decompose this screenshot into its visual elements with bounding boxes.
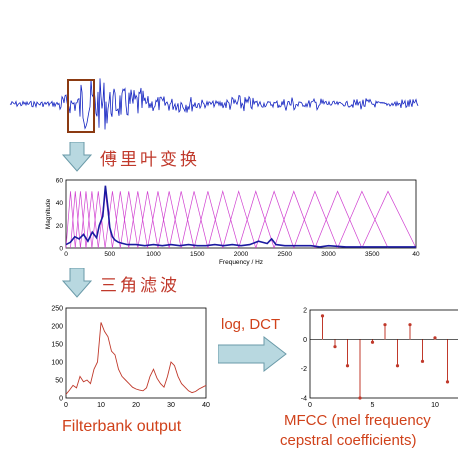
mel-filter-16 — [180, 191, 209, 249]
filterbank-x-tick: 0 — [64, 402, 68, 409]
spectrum-y-tick: 20 — [56, 223, 64, 230]
frame-highlight-box — [67, 79, 95, 133]
filterbank-x-tick: 10 — [97, 402, 105, 409]
mel-filter-12 — [137, 191, 159, 249]
mel-filter-2 — [70, 191, 81, 249]
mfcc-stem-marker — [370, 340, 375, 344]
mfcc-caption-line2: cepstral coefficients) — [280, 432, 417, 449]
mel-filter-17 — [193, 191, 224, 249]
mfcc-stem-marker — [358, 396, 362, 400]
mfcc-caption-line2-wrap: cepstral coefficients) — [280, 432, 458, 452]
right-arrow-icon — [218, 336, 287, 372]
filterbank-x-tick: 30 — [167, 402, 175, 409]
mfcc-y-tick: 2 — [303, 308, 307, 315]
spectrum-x-tick: 1500 — [190, 251, 205, 258]
filterbank-y-tick: 150 — [51, 342, 63, 349]
spectrum-y-tick: 60 — [56, 178, 64, 185]
filterbank-output-chart: 0 10 20 30 40 0 50 100 150 200 250 — [51, 306, 210, 410]
mel-filter-4 — [80, 191, 93, 249]
log-dct-label: log, DCT — [221, 316, 281, 333]
spectrum-line — [65, 185, 416, 248]
spectrum-y-tick: 40 — [56, 200, 64, 207]
mfcc-x-tick: 5 — [371, 402, 375, 409]
mfcc-x-tick: 10 — [431, 402, 439, 409]
down-arrow-icon — [62, 142, 92, 172]
filterbank-line — [65, 322, 207, 395]
mfcc-stem-marker — [433, 336, 437, 340]
mfcc-stem-marker — [420, 359, 425, 363]
filterbank-axes-box — [65, 307, 207, 399]
mfcc-stem-marker — [383, 323, 387, 327]
mel-filter-3 — [74, 191, 87, 249]
mel-filter-14 — [157, 191, 182, 249]
spectrum-x-tick: 0 — [64, 251, 68, 258]
spectrum-x-tick: 2000 — [234, 251, 249, 258]
spectrum-x-tick: 2500 — [278, 251, 293, 258]
filterbank-y-tick: 200 — [51, 324, 63, 331]
mel-filter-25 — [337, 190, 389, 249]
filterbank-x-tick: 20 — [132, 402, 140, 409]
spectrum-axes-box — [65, 179, 417, 249]
spectrum-x-label: Frequency / Hz — [219, 259, 263, 266]
waveform-line — [9, 78, 419, 130]
spectrum-chart: 0 500 1000 1500 2000 2500 3000 3500 40 0 20 40 60 Fre… — [45, 178, 420, 267]
filterbank-y-tick: 250 — [51, 306, 63, 313]
mfcc-y-tick: -2 — [301, 366, 307, 373]
filterbank-y-tick: 0 — [59, 396, 63, 403]
triangle-filter-label: 三角滤波 — [100, 276, 180, 296]
mfcc-stem-marker — [345, 364, 350, 368]
mel-filter-10 — [119, 191, 139, 249]
mel-filter-19 — [222, 190, 257, 249]
mfcc-stem-marker — [395, 364, 400, 368]
mfcc-stem-marker — [408, 323, 412, 327]
mel-filter-26 — [361, 190, 417, 249]
mel-filter-23 — [293, 190, 338, 249]
mel-filter-11 — [128, 191, 148, 249]
mfcc-stem-chart: 0 5 10 -4 -2 0 2 — [301, 308, 458, 409]
mel-filter-21 — [255, 190, 295, 249]
spectrum-x-tick: 40 — [412, 251, 420, 258]
spectrum-x-tick: 3500 — [365, 251, 380, 258]
waveform-plot — [9, 78, 419, 133]
spectrum-x-tick: 3000 — [321, 251, 336, 258]
filterbank-y-tick: 100 — [51, 360, 63, 367]
mfcc-caption-line1: MFCC (mel frequency — [284, 412, 431, 429]
mel-filter-6 — [91, 191, 106, 249]
mfcc-y-tick: -4 — [301, 396, 307, 403]
mel-filter-15 — [168, 191, 195, 249]
filterbank-x-tick: 40 — [202, 402, 210, 409]
spectrum-x-tick: 1000 — [146, 251, 161, 258]
filterbank-caption: Filterbank output — [62, 418, 182, 435]
spectrum-y-tick: 0 — [59, 246, 63, 253]
mel-filter-20 — [238, 190, 275, 249]
spectrum-y-label: Magnitude — [45, 198, 52, 229]
mel-filter-9 — [112, 191, 130, 249]
fourier-transform-label: 傅里叶变换 — [100, 150, 200, 170]
mel-filter-5 — [85, 191, 99, 249]
filterbank-y-tick: 50 — [55, 378, 63, 385]
mfcc-y-tick: 0 — [303, 337, 307, 344]
mel-filter-1 — [65, 191, 76, 249]
mfcc-stem-marker — [320, 314, 325, 318]
mel-filter-22 — [273, 190, 316, 249]
mfcc-x-tick: 0 — [308, 402, 312, 409]
mel-filter-18 — [207, 189, 240, 249]
mfcc-stem-marker — [333, 345, 337, 349]
down-arrow-icon-2 — [62, 268, 92, 298]
mfcc-caption-line1-wrap: MFCC (mel frequency — [284, 412, 458, 432]
mel-filter-13 — [147, 191, 170, 249]
mfcc-stem-marker — [445, 380, 450, 384]
mfcc-axes-box — [309, 309, 458, 399]
mel-filter-24 — [314, 190, 363, 249]
mel-filter-8 — [104, 191, 121, 249]
spectrum-x-tick: 500 — [104, 251, 115, 258]
